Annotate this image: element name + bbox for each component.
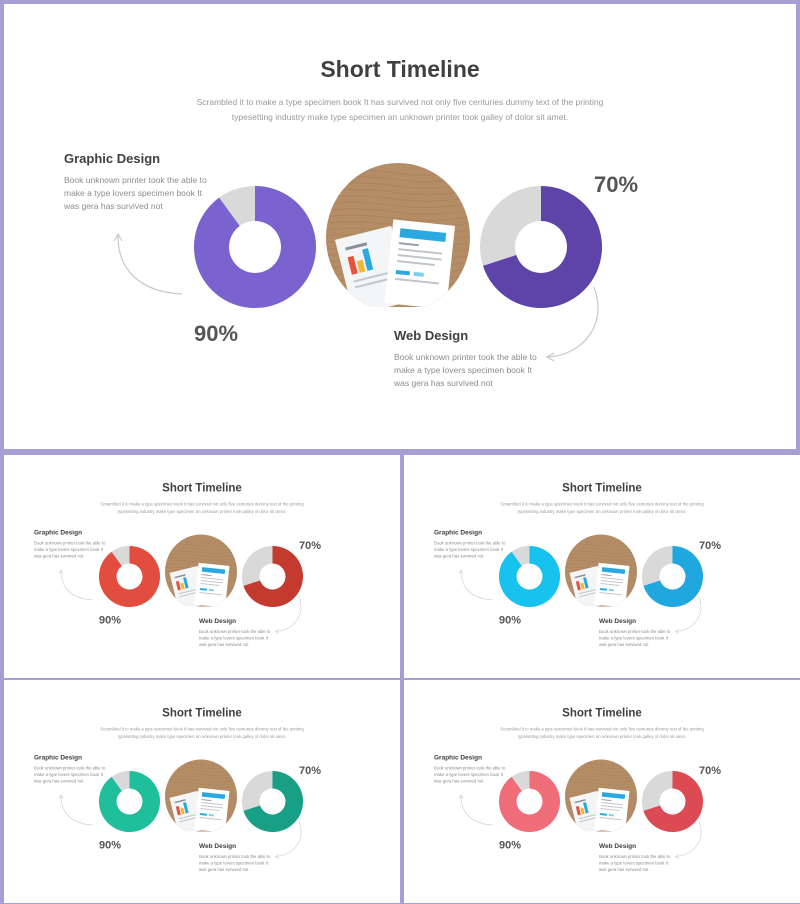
right-curved-arrow-icon	[274, 595, 309, 638]
graphic-design-heading: Graphic Design	[64, 151, 161, 166]
desk-photo-circle	[326, 163, 470, 312]
graphic-design-slice	[193, 186, 316, 308]
left-curved-arrow-icon	[57, 569, 97, 607]
web-design-donut	[479, 185, 603, 314]
graphic-design-donut	[98, 546, 161, 611]
desk-photo-circle	[165, 759, 237, 834]
slide-title: Short Timeline	[162, 481, 242, 494]
slide-subtitle: Scrambled it to make a type specimen boo…	[500, 726, 704, 740]
graphic-design-heading: Graphic Design	[434, 753, 483, 762]
graphic-design-text: Book unknown printer took the able to ma…	[34, 765, 106, 784]
graphic-design-slice	[499, 546, 560, 607]
graphic-design-donut	[499, 546, 561, 611]
graphic-design-percent: 90%	[499, 838, 522, 852]
slide-subtitle: Scrambled it to make a type specimen boo…	[196, 97, 604, 122]
graphic-design-text: Book unknown printer took the able to ma…	[34, 540, 106, 559]
graphic-design-slice	[98, 771, 160, 832]
slide-title: Short Timeline	[562, 706, 642, 719]
desk-photo-circle	[165, 534, 237, 609]
web-design-percent: 70%	[299, 539, 322, 552]
graphic-design-donut	[499, 771, 561, 836]
graphic-design-slice	[98, 546, 160, 607]
graphic-design-slice	[499, 771, 560, 832]
slide-thumbnail[interactable]: Short Timeline Scrambled it to make a ty…	[404, 680, 800, 903]
slide-title: Short Timeline	[320, 56, 480, 82]
web-design-percent: 70%	[594, 172, 639, 197]
graphic-design-percent: 90%	[499, 613, 522, 627]
desk-photo-circle	[565, 759, 637, 834]
graphic-design-text: Book unknown printer took the able to ma…	[64, 175, 207, 211]
web-design-donut	[642, 546, 704, 611]
web-design-donut	[242, 546, 304, 611]
slide-subtitle: Scrambled it to make a type specimen boo…	[500, 501, 704, 515]
web-design-text: Book unknown printer took the able to ma…	[199, 854, 271, 872]
web-design-heading: Web Design	[599, 842, 637, 850]
slide-subtitle: Scrambled it to make a type specimen boo…	[100, 726, 304, 740]
web-design-heading: Web Design	[199, 842, 237, 850]
slide-thumbnail[interactable]: Short Timeline Scrambled it to make a ty…	[4, 4, 796, 449]
slide-subtitle: Scrambled it to make a type specimen boo…	[100, 501, 304, 515]
web-design-slice	[482, 186, 602, 308]
web-design-heading: Web Design	[394, 328, 469, 343]
right-curved-arrow-icon	[674, 820, 709, 863]
web-design-donut	[642, 771, 704, 836]
left-curved-arrow-icon	[457, 569, 497, 607]
web-design-text: Book unknown printer took the able to ma…	[599, 854, 671, 872]
graphic-design-percent: 90%	[194, 321, 239, 346]
left-curved-arrow-icon	[57, 794, 97, 832]
web-design-heading: Web Design	[199, 617, 237, 625]
web-design-percent: 70%	[699, 764, 722, 777]
right-curved-arrow-icon	[544, 283, 614, 368]
right-curved-arrow-icon	[274, 820, 309, 863]
graphic-design-donut	[98, 771, 161, 836]
web-design-slice	[243, 771, 303, 832]
web-design-text: Book unknown printer took the able to ma…	[199, 629, 271, 647]
graphic-design-text: Book unknown printer took the able to ma…	[434, 765, 506, 784]
graphic-design-donut	[193, 185, 317, 314]
slide-thumbnail[interactable]: Short Timeline Scrambled it to make a ty…	[4, 680, 400, 903]
left-curved-arrow-icon	[110, 232, 190, 307]
slide-title: Short Timeline	[162, 706, 242, 719]
graphic-design-heading: Graphic Design	[34, 528, 83, 537]
graphic-design-percent: 90%	[99, 838, 122, 852]
desk-photo-circle	[565, 534, 637, 609]
web-design-slice	[643, 546, 703, 607]
web-design-percent: 70%	[699, 539, 722, 552]
slide-thumbnail[interactable]: Short Timeline Scrambled it to make a ty…	[404, 455, 800, 678]
left-curved-arrow-icon	[457, 794, 497, 832]
web-design-slice	[643, 771, 703, 832]
graphic-design-heading: Graphic Design	[34, 753, 83, 762]
graphic-design-text: Book unknown printer took the able to ma…	[434, 540, 506, 559]
web-design-text: Book unknown printer took the able to ma…	[599, 629, 671, 647]
slide-thumbnail[interactable]: Short Timeline Scrambled it to make a ty…	[4, 455, 400, 678]
graphic-design-percent: 90%	[99, 613, 122, 627]
graphic-design-heading: Graphic Design	[434, 528, 483, 537]
right-curved-arrow-icon	[674, 595, 709, 638]
web-design-slice	[243, 546, 303, 607]
web-design-donut	[242, 771, 304, 836]
web-design-text: Book unknown printer took the able to ma…	[394, 352, 537, 388]
web-design-heading: Web Design	[599, 617, 637, 625]
web-design-percent: 70%	[299, 764, 322, 777]
slide-title: Short Timeline	[562, 481, 642, 494]
